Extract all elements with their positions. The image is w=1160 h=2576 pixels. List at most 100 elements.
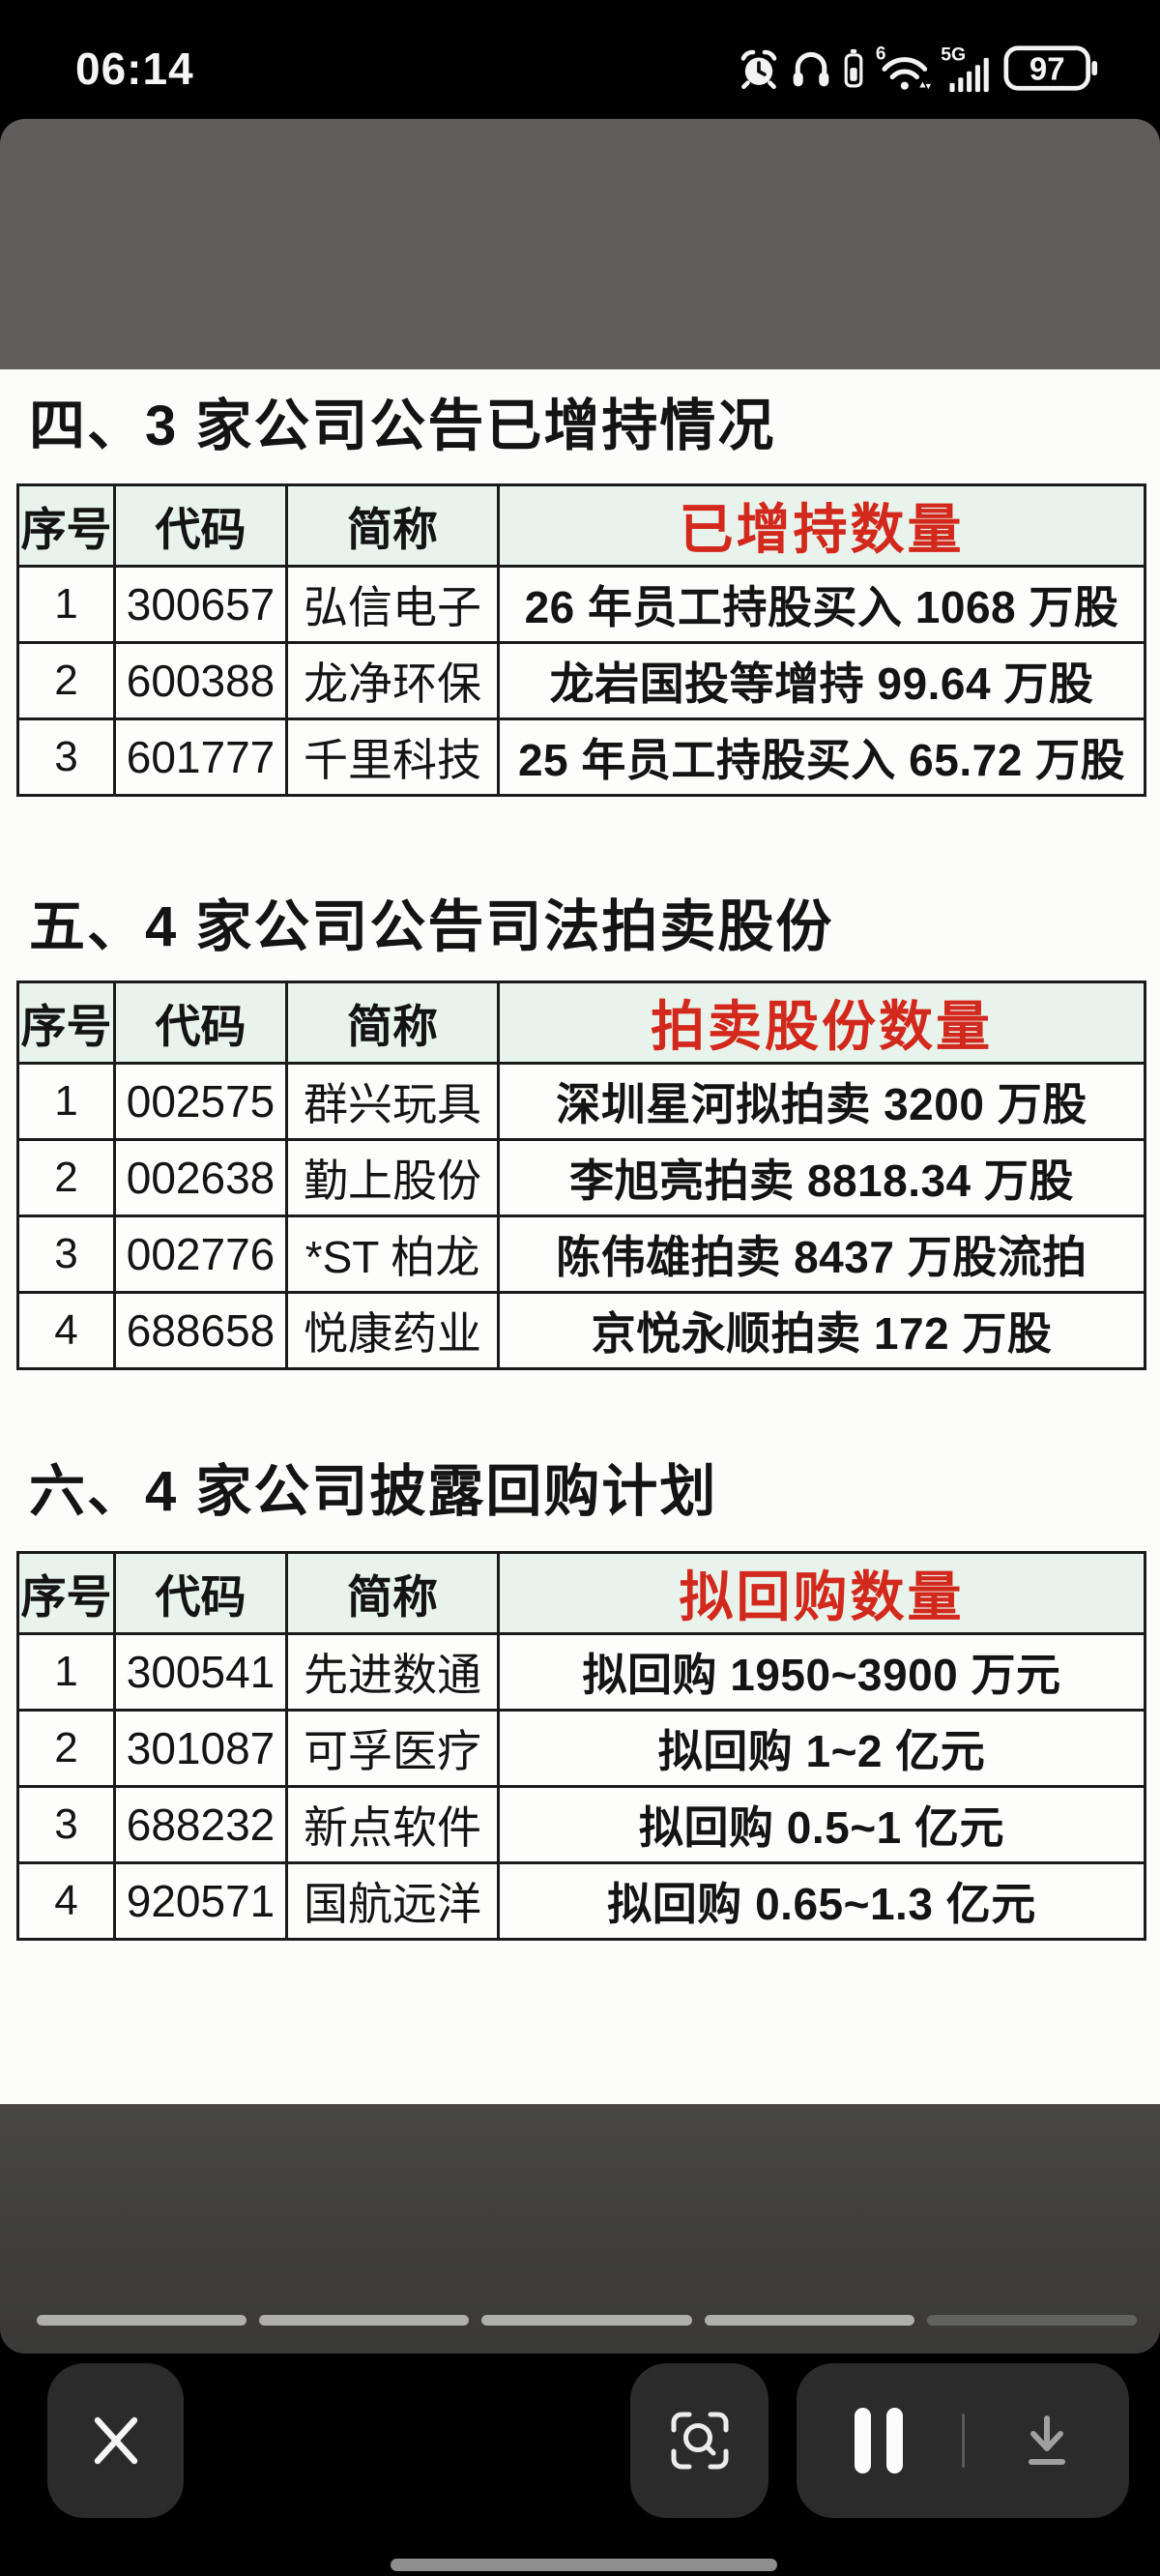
cell-name: 千里科技 [285, 717, 500, 797]
cell-code: 002575 [113, 1062, 288, 1141]
table-header-row: 序号 代码 简称 拍卖股份数量 [16, 981, 1146, 1065]
cell-seq: 1 [16, 565, 116, 644]
cell-amount: 拟回购 0.5~1 亿元 [497, 1785, 1146, 1864]
table-row: 1 300657 弘信电子 26 年员工持股买入 1068 万股 [16, 565, 1146, 644]
header-name: 简称 [285, 483, 500, 568]
cell-name: 弘信电子 [285, 565, 500, 644]
cell-amount: 龙岩国投等增持 99.64 万股 [497, 641, 1146, 720]
headset-icon [793, 51, 829, 86]
video-letterbox-top [0, 119, 1160, 369]
cell-amount: 陈伟雄拍卖 8437 万股流拍 [497, 1215, 1146, 1294]
cell-code: 688232 [113, 1785, 288, 1864]
table-header-row: 序号 代码 简称 已增持数量 [16, 483, 1146, 568]
header-code: 代码 [113, 981, 288, 1065]
judicial-auction-table: 序号 代码 简称 拍卖股份数量 1 002575 群兴玩具 深圳星河拟拍卖 32… [16, 981, 1146, 1370]
cell-code: 002638 [113, 1138, 288, 1217]
cell-amount: 深圳星河拟拍卖 3200 万股 [497, 1062, 1146, 1141]
progress-segment[interactable] [704, 2315, 914, 2326]
alarm-icon [740, 49, 777, 89]
table-row: 3 688232 新点软件 拟回购 0.5~1 亿元 [16, 1785, 1146, 1864]
device-battery-icon [844, 48, 863, 87]
svg-text:97: 97 [1030, 51, 1065, 87]
cell-seq: 2 [16, 641, 116, 720]
player-controls [797, 2363, 1129, 2518]
cell-amount: 京悦永顺拍卖 172 万股 [497, 1291, 1146, 1370]
section-title-increase-holdings: 四、3 家公司公告已增持情况 [29, 395, 776, 457]
cell-amount: 26 年员工持股买入 1068 万股 [497, 565, 1146, 644]
progress-segment[interactable] [481, 2315, 692, 2326]
increase-holdings-table: 序号 代码 简称 已增持数量 1 300657 弘信电子 26 年员工持股买入 … [16, 483, 1146, 797]
table-row: 4 688658 悦康药业 京悦永顺拍卖 172 万股 [16, 1291, 1146, 1370]
close-icon [94, 2416, 137, 2465]
download-icon [1028, 2415, 1065, 2465]
story-progress-bar[interactable] [37, 2315, 1138, 2326]
header-code: 代码 [113, 483, 288, 568]
cell-code: 600388 [113, 641, 288, 720]
cell-code: 300657 [113, 565, 288, 644]
pause-icon [855, 2408, 904, 2474]
table-row: 2 002638 勤上股份 李旭亮拍卖 8818.34 万股 [16, 1138, 1146, 1217]
table-row: 3 601777 千里科技 25 年员工持股买入 65.72 万股 [16, 717, 1146, 797]
progress-segment[interactable] [926, 2315, 1138, 2326]
progress-segment[interactable] [259, 2315, 470, 2326]
status-bar: 06:14 6 [0, 0, 1160, 119]
signal-icon: 5G [941, 44, 989, 92]
toolbar-divider [961, 2414, 965, 2468]
header-name: 简称 [285, 1551, 500, 1635]
cell-code: 300541 [113, 1632, 288, 1712]
cell-name: 国航远洋 [285, 1861, 500, 1941]
header-seq: 序号 [16, 483, 116, 568]
cell-name: 可孚医疗 [285, 1709, 500, 1788]
cell-name: *ST 柏龙 [285, 1215, 500, 1294]
status-time: 06:14 [75, 43, 194, 94]
table-row: 2 301087 可孚医疗 拟回购 1~2 亿元 [16, 1709, 1146, 1788]
image-search-icon [671, 2412, 728, 2470]
header-amount: 拍卖股份数量 [497, 981, 1146, 1065]
cell-code: 301087 [113, 1709, 288, 1788]
cell-amount: 拟回购 1~2 亿元 [497, 1709, 1146, 1788]
table-row: 1 300541 先进数通 拟回购 1950~3900 万元 [16, 1632, 1146, 1712]
battery-icon: 97 [1003, 45, 1098, 91]
header-name: 简称 [285, 981, 500, 1065]
cell-amount: 拟回购 1950~3900 万元 [497, 1632, 1146, 1712]
table-row: 2 600388 龙净环保 龙岩国投等增持 99.64 万股 [16, 641, 1146, 720]
cell-code: 002776 [113, 1215, 288, 1294]
progress-segment[interactable] [37, 2315, 247, 2326]
download-button[interactable] [965, 2363, 1130, 2518]
cell-name: 新点软件 [285, 1785, 500, 1864]
cell-name: 群兴玩具 [285, 1062, 500, 1141]
cell-name: 悦康药业 [285, 1291, 500, 1370]
video-letterbox-bottom [0, 2104, 1160, 2354]
cell-seq: 2 [16, 1138, 116, 1217]
cell-name: 勤上股份 [285, 1138, 500, 1217]
cell-seq: 4 [16, 1291, 116, 1370]
section-title-judicial-auction: 五、4 家公司公告司法拍卖股份 [29, 895, 834, 958]
cell-code: 920571 [113, 1861, 288, 1941]
status-icons: 6 5G 97 [738, 44, 1098, 93]
header-amount: 已增持数量 [497, 483, 1146, 568]
pause-button[interactable] [797, 2363, 962, 2518]
buyback-plans-table: 序号 代码 简称 拟回购数量 1 300541 先进数通 拟回购 1950~39… [16, 1551, 1146, 1941]
cell-seq: 3 [16, 1215, 116, 1294]
cell-code: 601777 [113, 717, 288, 797]
cell-seq: 4 [16, 1861, 116, 1941]
cell-seq: 3 [16, 1785, 116, 1864]
cell-seq: 1 [16, 1632, 116, 1712]
home-indicator[interactable] [391, 2559, 777, 2571]
close-button[interactable] [47, 2363, 184, 2518]
cell-code: 688658 [113, 1291, 288, 1370]
table-row: 1 002575 群兴玩具 深圳星河拟拍卖 3200 万股 [16, 1062, 1146, 1141]
table-row: 3 002776 *ST 柏龙 陈伟雄拍卖 8437 万股流拍 [16, 1215, 1146, 1294]
wifi-icon: 6 [876, 44, 932, 90]
svg-text:6: 6 [876, 44, 886, 64]
document-page: 四、3 家公司公告已增持情况 序号 代码 简称 已增持数量 1 300657 弘… [0, 369, 1160, 2104]
cell-name: 先进数通 [285, 1632, 500, 1712]
cell-name: 龙净环保 [285, 641, 500, 720]
cell-amount: 李旭亮拍卖 8818.34 万股 [497, 1138, 1146, 1217]
table-header-row: 序号 代码 简称 拟回购数量 [16, 1551, 1146, 1635]
cell-seq: 1 [16, 1062, 116, 1141]
image-search-button[interactable] [630, 2363, 768, 2518]
cell-amount: 25 年员工持股买入 65.72 万股 [497, 717, 1146, 797]
header-amount: 拟回购数量 [497, 1551, 1146, 1635]
header-code: 代码 [113, 1551, 288, 1635]
